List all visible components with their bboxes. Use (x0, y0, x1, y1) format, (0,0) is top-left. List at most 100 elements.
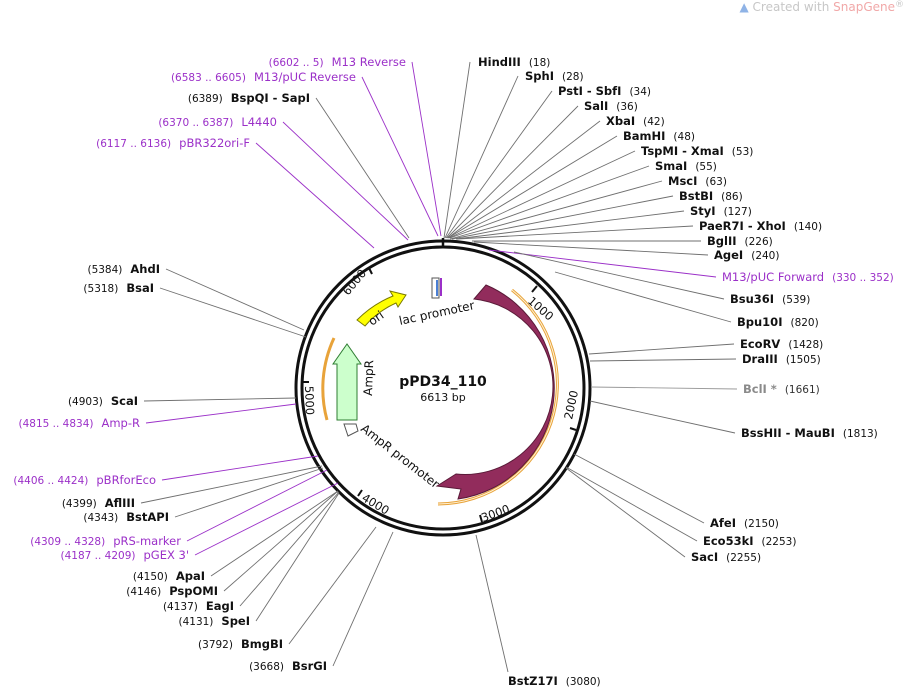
site-position-right[interactable]: (48) (673, 131, 695, 143)
site-position-left[interactable]: (4137) (163, 601, 198, 613)
site-position-left[interactable]: (4343) (83, 512, 118, 524)
site-label-left[interactable]: EagI (206, 599, 234, 613)
site-label-right[interactable]: BstZ17I (508, 674, 558, 688)
site-position-left[interactable]: (4150) (133, 571, 168, 583)
connector-line (448, 150, 636, 239)
site-label-right[interactable]: BssHII - MauBI (741, 426, 835, 440)
site-label-left[interactable]: M13 Reverse (332, 55, 406, 69)
site-position-left[interactable]: (4131) (178, 616, 213, 628)
site-position-left[interactable]: (4406 .. 4424) (13, 475, 88, 487)
site-position-left[interactable]: (5318) (83, 283, 118, 295)
site-position-left[interactable]: (4903) (68, 396, 103, 408)
site-label-left[interactable]: SpeI (221, 614, 250, 628)
site-position-right[interactable]: (18) (529, 57, 551, 69)
site-position-right[interactable]: (36) (616, 101, 638, 113)
site-position-left[interactable]: (4815 .. 4834) (18, 418, 93, 430)
site-label-right[interactable]: SmaI (655, 159, 687, 173)
site-position-right[interactable]: (330 .. 352) (832, 272, 894, 284)
site-label-left[interactable]: pBRforEco (96, 473, 156, 487)
site-label-right[interactable]: BglII (707, 234, 737, 248)
watermark-prefix: Created with (752, 0, 834, 14)
site-position-left[interactable]: (5384) (87, 264, 122, 276)
site-label-left[interactable]: Amp-R (101, 416, 140, 430)
site-label-right[interactable]: PstI - SbfI (558, 84, 621, 98)
site-position-right[interactable]: (1813) (843, 428, 878, 440)
site-position-left[interactable]: (4399) (62, 498, 97, 510)
site-label-left[interactable]: pBR322ori-F (179, 136, 250, 150)
site-label-left[interactable]: pGEX 3' (144, 548, 190, 562)
connector-line (590, 386, 738, 390)
site-label-right[interactable]: XbaI (606, 114, 635, 128)
site-position-left[interactable]: (6117 .. 6136) (96, 138, 171, 150)
site-label-left[interactable]: AflIII (105, 496, 135, 510)
site-label-right[interactable]: PaeR7I - XhoI (699, 219, 786, 233)
site-position-right[interactable]: (34) (629, 86, 651, 98)
watermark-mark: ® (895, 0, 904, 10)
site-position-right[interactable]: (1505) (786, 354, 821, 366)
site-label-right[interactable]: AfeI (710, 516, 736, 530)
site-label-left[interactable]: BspQI - SapI (231, 91, 310, 105)
site-position-right[interactable]: (42) (643, 116, 665, 128)
site-position-right[interactable]: (2253) (762, 536, 797, 548)
site-position-right[interactable]: (1661) (785, 384, 820, 396)
site-position-right[interactable]: (63) (705, 176, 727, 188)
site-position-left[interactable]: (6389) (188, 93, 223, 105)
site-position-right[interactable]: (86) (721, 191, 743, 203)
site-label-right[interactable]: AgeI (714, 248, 743, 262)
site-label-right[interactable]: Bsu36I (730, 292, 774, 306)
site-label-right[interactable]: SacI (691, 550, 718, 564)
site-position-right[interactable]: (55) (695, 161, 717, 173)
site-label-right[interactable]: DraIII (742, 352, 778, 366)
site-label-left[interactable]: BsrGI (292, 659, 327, 673)
site-label-left[interactable]: ScaI (111, 394, 138, 408)
site-label-right[interactable]: Bpu10I (737, 315, 782, 329)
site-label-right[interactable]: StyI (690, 204, 716, 218)
site-label-right[interactable]: BamHI (623, 129, 665, 143)
site-position-left[interactable]: (6602 .. 5) (269, 57, 324, 69)
site-label-right[interactable]: BclI * (743, 382, 777, 396)
site-label-right[interactable]: SphI (525, 69, 554, 83)
site-label-right[interactable]: Eco53kI (703, 534, 754, 548)
connector-line (451, 195, 674, 240)
site-label-right[interactable]: BstBI (679, 189, 713, 203)
site-label-left[interactable]: AhdI (130, 262, 160, 276)
site-position-left[interactable]: (6583 .. 6605) (171, 72, 246, 84)
site-position-left[interactable]: (3792) (198, 639, 233, 651)
site-position-left[interactable]: (4187 .. 4209) (61, 550, 136, 562)
site-position-right[interactable]: (226) (745, 236, 773, 248)
site-label-right[interactable]: SalI (584, 99, 608, 113)
site-position-right[interactable]: (240) (751, 250, 779, 262)
site-label-right[interactable]: EcoRV (740, 337, 780, 351)
site-position-left[interactable]: (6370 .. 6387) (158, 117, 233, 129)
site-label-left[interactable]: pRS-marker (113, 534, 181, 548)
site-position-right[interactable]: (820) (790, 317, 818, 329)
site-position-right[interactable]: (127) (724, 206, 752, 218)
site-label-left[interactable]: BmgBI (241, 637, 283, 651)
site-position-right[interactable]: (53) (732, 146, 754, 158)
site-label-left[interactable]: PspOMI (169, 584, 218, 598)
site-label-left[interactable]: L4440 (241, 115, 277, 129)
connector-line (161, 455, 319, 481)
site-position-right[interactable]: (1428) (788, 339, 823, 351)
site-label-left[interactable]: ApaI (176, 569, 205, 583)
connector-line (223, 490, 339, 592)
site-label-right[interactable]: M13/pUC Forward (722, 270, 824, 284)
site-label-left[interactable]: M13/pUC Reverse (254, 70, 356, 84)
site-position-right[interactable]: (2255) (726, 552, 761, 564)
site-position-left[interactable]: (4309 .. 4328) (30, 536, 105, 548)
connector-line (255, 142, 375, 249)
site-position-left[interactable]: (4146) (126, 586, 161, 598)
site-label-left[interactable]: BsaI (126, 281, 154, 295)
site-label-right[interactable]: TspMI - XmaI (641, 144, 724, 158)
site-label-right[interactable]: HindIII (478, 55, 521, 69)
site-position-right[interactable]: (3080) (566, 676, 601, 688)
site-label-left[interactable]: BstAPI (126, 510, 169, 524)
site-label-right[interactable]: MscI (668, 174, 697, 188)
site-position-right[interactable]: (539) (782, 294, 810, 306)
site-position-right[interactable]: (140) (794, 221, 822, 233)
site-position-right[interactable]: (2150) (744, 518, 779, 530)
site-position-right[interactable]: (28) (562, 71, 584, 83)
connector-line (443, 61, 471, 239)
site-position-left[interactable]: (3668) (249, 661, 284, 673)
